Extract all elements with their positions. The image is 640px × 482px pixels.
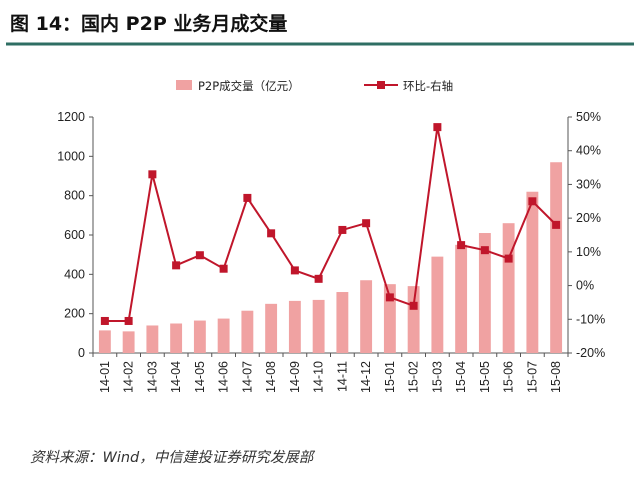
- bar-14-07: [241, 310, 254, 353]
- bar-14-06: [217, 318, 230, 353]
- bar-14-08: [265, 303, 278, 353]
- y-right-tick-label: -20%: [576, 346, 605, 360]
- x-tick-label: 14-10: [312, 361, 326, 393]
- x-tick-label: 14-12: [359, 361, 373, 393]
- line-point-15-04: [457, 241, 466, 250]
- bar-14-12: [360, 280, 373, 353]
- x-tick-label: 15-08: [549, 361, 563, 393]
- bar-15-03: [431, 256, 444, 353]
- line-point-14-11: [338, 225, 347, 234]
- plot-area: 0 200 400 600 800 1000 1200 -20% -10% 0% 10% 20% 30%…: [57, 110, 605, 393]
- line-point-15-03: [433, 123, 442, 132]
- y-left-tick-label: 800: [64, 189, 85, 203]
- bar-14-01: [98, 330, 111, 353]
- y-right-tick-label: 50%: [576, 110, 601, 124]
- y-right-tick-label: -10%: [576, 312, 605, 326]
- legend-bar-swatch: [176, 80, 192, 90]
- bar-14-04: [170, 323, 183, 353]
- chart-source: 资料来源：Wind，中信建投证券研究发展部: [30, 449, 316, 466]
- y-left-tick-label: 1000: [57, 149, 85, 163]
- bar-15-06: [502, 223, 515, 353]
- line-point-15-08: [552, 220, 561, 229]
- line-point-14-02: [124, 316, 133, 325]
- chart-title: 图 14：国内 P2P 业务月成交量: [10, 12, 287, 35]
- x-tick-label: 15-06: [502, 361, 516, 393]
- x-tick-label: 14-05: [193, 361, 207, 393]
- x-tick-label: 15-05: [478, 361, 492, 393]
- y-right-tick-label: 20%: [576, 211, 601, 225]
- bar-15-07: [526, 191, 539, 353]
- x-tick-label: 14-11: [335, 361, 349, 392]
- y-left-tick-label: 600: [64, 228, 85, 242]
- line-point-15-01: [385, 293, 394, 302]
- line-point-14-05: [195, 251, 204, 260]
- legend-bar-label: P2P成交量（亿元）: [198, 79, 300, 93]
- bar-15-04: [455, 244, 468, 353]
- y-left-tick-label: 200: [64, 307, 85, 321]
- bar-14-10: [312, 299, 325, 353]
- line-point-14-01: [100, 316, 109, 325]
- x-tick-label: 14-09: [288, 361, 302, 393]
- x-tick-label: 14-01: [98, 361, 112, 393]
- x-tick-label: 15-01: [383, 361, 397, 393]
- line-point-15-07: [528, 197, 537, 206]
- x-tick-label: 14-02: [122, 361, 136, 393]
- x-tick-label: 14-06: [217, 361, 231, 393]
- y-right-tick-label: 0%: [576, 279, 594, 293]
- bar-14-11: [336, 292, 349, 353]
- y-right-tick-label: 40%: [576, 144, 601, 158]
- legend-line-label: 环比-右轴: [403, 79, 453, 93]
- line-point-15-02: [409, 301, 418, 310]
- line-point-14-08: [267, 229, 276, 238]
- x-tick-label: 15-04: [454, 361, 468, 393]
- line-point-14-04: [172, 261, 181, 270]
- y-left-tick-label: 400: [64, 267, 85, 281]
- x-tick-label: 15-07: [525, 361, 539, 393]
- y-right-tick-label: 10%: [576, 245, 601, 259]
- y-right-tick-label: 30%: [576, 177, 601, 191]
- bar-14-02: [122, 331, 135, 353]
- bar-14-03: [146, 325, 159, 353]
- bar-14-05: [193, 320, 206, 353]
- x-tick-label: 14-04: [169, 361, 183, 393]
- y-left-tick-label: 1200: [57, 110, 85, 124]
- line-point-15-06: [504, 254, 513, 263]
- line-point-14-09: [290, 266, 299, 275]
- line-point-14-07: [243, 193, 252, 202]
- bar-14-09: [288, 300, 301, 353]
- bar-15-01: [383, 284, 396, 353]
- line-point-15-05: [480, 246, 489, 255]
- x-tick-label: 15-03: [430, 361, 444, 393]
- bar-15-02: [407, 286, 420, 353]
- line-point-14-06: [219, 264, 228, 273]
- line-point-14-03: [148, 170, 157, 179]
- x-tick-label: 14-03: [145, 361, 159, 393]
- bar-15-08: [550, 162, 563, 353]
- line-point-14-12: [362, 219, 371, 228]
- legend-line-marker: [377, 81, 385, 89]
- x-tick-label: 14-07: [240, 361, 254, 393]
- y-left-tick-label: 0: [78, 346, 85, 360]
- line-point-14-10: [314, 274, 323, 283]
- x-tick-label: 15-02: [407, 361, 421, 393]
- x-tick-label: 14-08: [264, 361, 278, 393]
- bar-15-05: [478, 233, 491, 353]
